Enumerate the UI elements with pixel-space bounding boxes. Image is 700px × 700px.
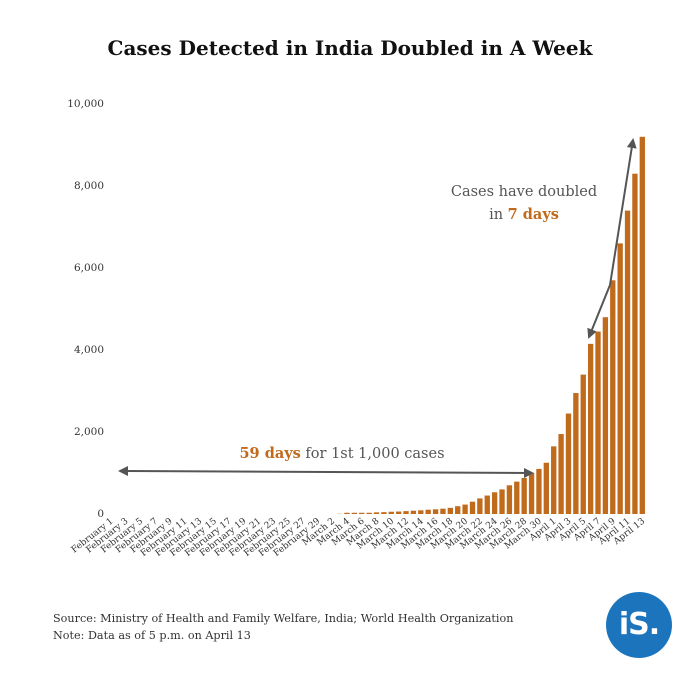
data-note: Note: Data as of 5 p.m. on April 13 (53, 629, 251, 642)
doubling-arrow (609, 138, 637, 286)
bar (403, 511, 409, 514)
bar (469, 501, 476, 514)
bar (455, 506, 461, 514)
bar (410, 510, 417, 514)
chart-footer: Source: Ministry of Health and Family We… (53, 610, 513, 644)
source-note: Source: Ministry of Health and Family We… (53, 612, 514, 625)
y-tick-label: 8,000 (74, 180, 104, 192)
annotations: Cases have doubled in 7 days 59 days for… (118, 138, 637, 478)
bar-series (336, 136, 645, 515)
bar (366, 512, 372, 514)
bar (617, 243, 623, 514)
y-axis: 0 2,000 4,000 6,000 8,000 10,000 (67, 98, 104, 520)
y-tick-label: 6,000 (74, 262, 104, 274)
bar (632, 173, 638, 514)
bar (565, 413, 572, 514)
bar (580, 374, 586, 514)
bar (514, 481, 520, 514)
doubling-arrow (587, 284, 611, 339)
first-thousand-annotation: 59 days for 1st 1,000 cases (239, 445, 444, 462)
bar (432, 509, 439, 514)
chart-title: Cases Detected in India Doubled in A Wee… (107, 36, 593, 60)
bar (506, 485, 513, 514)
bar (425, 509, 431, 514)
bar (610, 280, 616, 514)
bar (595, 331, 601, 514)
y-tick-label: 0 (97, 508, 104, 520)
y-tick-label: 4,000 (74, 344, 104, 356)
bar (551, 446, 557, 514)
bar (388, 511, 394, 514)
bar (573, 393, 579, 514)
first-thousand-arrow (118, 466, 331, 477)
bar (543, 462, 549, 514)
first-thousand-arrow (329, 467, 534, 478)
bar (373, 512, 380, 514)
bar (558, 434, 564, 514)
y-tick-label: 2,000 (74, 426, 104, 438)
bar (381, 512, 387, 514)
bar (395, 511, 402, 514)
bar (499, 489, 505, 514)
bar (624, 210, 631, 514)
bar (447, 507, 453, 514)
doubling-annotation-line2: in 7 days (489, 206, 559, 223)
bar (587, 343, 594, 514)
bar (484, 495, 490, 514)
bar (462, 504, 468, 514)
bar (440, 508, 446, 514)
bar (521, 477, 527, 514)
y-tick-label: 10,000 (67, 98, 104, 110)
bar (344, 512, 350, 514)
bar (359, 512, 365, 514)
doubling-annotation-line1: Cases have doubled (451, 184, 597, 200)
bar (477, 498, 483, 514)
bar (418, 510, 424, 514)
bar (528, 473, 535, 514)
bar (639, 136, 645, 515)
cases-bar-chart: 0 2,000 4,000 6,000 8,000 10,000 February 1Fe… (67, 98, 648, 559)
brand-logo: iS. (606, 592, 672, 658)
bar (602, 317, 609, 514)
bar (351, 512, 358, 514)
bar (491, 492, 498, 514)
bar (536, 468, 542, 514)
